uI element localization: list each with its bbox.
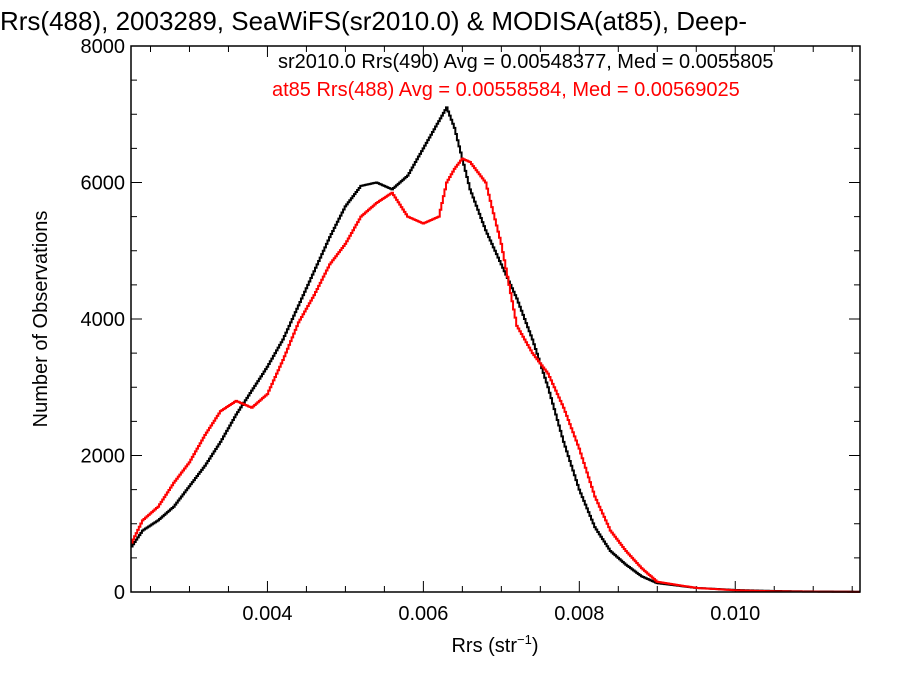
y-tick-label: 0: [114, 582, 125, 604]
x-tick-label: 0.010: [710, 603, 760, 625]
series-line-at85: [131, 157, 860, 593]
y-tick-label: 2000: [81, 446, 126, 468]
x-axis-label: Rrs (str−1): [451, 632, 538, 657]
plot-frame: [130, 45, 861, 593]
x-axis-label-tail: ): [532, 635, 539, 657]
x-tick-label: 0.004: [242, 603, 292, 625]
x-axis-label-sup: −1: [517, 632, 532, 647]
x-tick-label: 0.006: [398, 603, 448, 625]
y-tick-label: 6000: [81, 173, 126, 195]
series-layer: [131, 106, 861, 593]
y-axis-label: Number of Observations: [30, 211, 52, 428]
series-line-sr2010: [131, 106, 861, 593]
x-tick-label: 0.008: [554, 603, 604, 625]
chart-title: Rrs(488), 2003289, SeaWiFS(sr2010.0) & M…: [0, 6, 747, 36]
legend-entry-at85: at85 Rrs(488) Avg = 0.00558584, Med = 0.…: [272, 79, 740, 101]
x-axis-label-main: Rrs (str: [451, 635, 517, 657]
y-tick-label: 8000: [81, 36, 126, 58]
plot-axes: 0.004 0.006 0.008 0.010 0 2000 4000 6000 8000: [81, 36, 860, 625]
y-tick-label: 4000: [81, 309, 126, 331]
legend-entry-sr2010: sr2010.0 Rrs(490) Avg = 0.00548377, Med …: [278, 51, 774, 73]
